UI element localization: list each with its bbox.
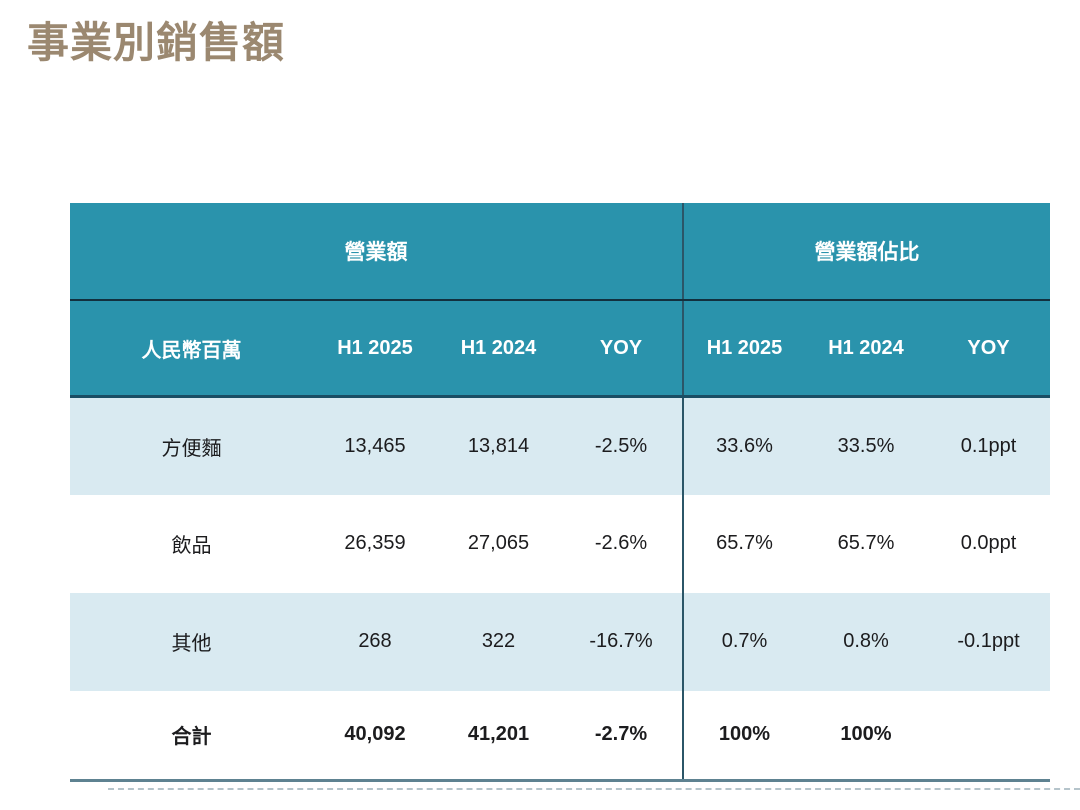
group-header-revenue-share: 營業額佔比 [681, 203, 1051, 301]
table-cell: 100% [682, 690, 805, 781]
table-cell: -2.6% [594, 532, 648, 554]
table-row-noodles: 方便麵 13,465 13,814 -2.5% 33.6% 33.5% 0.1p… [70, 396, 1051, 495]
column-header-unit: 人民幣百萬 [70, 300, 313, 398]
table-cell [927, 691, 1050, 781]
table-cell: 100% [840, 723, 892, 746]
table-cell: 0.0ppt [960, 532, 1017, 554]
group-header-revenue: 營業額 [70, 203, 683, 301]
table-cell: 41,201 [467, 723, 530, 746]
slide-bottom-dashed-edge [108, 788, 1080, 790]
table-cell: 33.5% [837, 434, 895, 457]
table-header: 營業額 營業額佔比 人民幣百萬 H1 2025 H1 2024 YOY H1 2… [70, 203, 1051, 398]
table-row-others: 其他 268 322 -16.7% 0.7% 0.8% -0.1ppt [70, 592, 1051, 691]
column-header-yoy: YOY [560, 300, 683, 398]
row-label: 方便麵 [161, 437, 222, 460]
table-cell: 0.1ppt [960, 434, 1017, 457]
table-cell: 27,065 [467, 532, 530, 554]
table-cell: 33.6% [682, 396, 805, 495]
table-cell: -16.7% [589, 630, 653, 652]
sales-table: 營業額 營業額佔比 人民幣百萬 H1 2025 H1 2024 YOY H1 2… [70, 203, 1051, 782]
group-header-row: 營業額 營業額佔比 [70, 203, 1051, 301]
column-header-share-h1-2025: H1 2025 [682, 300, 805, 398]
table-cell: 13,465 [344, 434, 406, 457]
table-cell: -2.5% [594, 434, 648, 457]
table-cell: 40,092 [344, 723, 406, 746]
row-label: 飲品 [171, 535, 212, 557]
column-header-row: 人民幣百萬 H1 2025 H1 2024 YOY H1 2025 H1 202… [70, 300, 1051, 398]
column-header-h1-2025: H1 2025 [313, 300, 437, 398]
table-cell: 322 [481, 630, 516, 652]
table-row-beverages: 飲品 26,359 27,065 -2.6% 65.7% 65.7% 0.0pp… [70, 494, 1051, 593]
table-cell: 268 [358, 630, 392, 652]
row-label: 其他 [171, 633, 212, 655]
table-body: 方便麵 13,465 13,814 -2.5% 33.6% 33.5% 0.1p… [70, 396, 1051, 781]
table-cell: 26,359 [344, 532, 406, 554]
column-header-share-yoy: YOY [927, 300, 1051, 398]
table-cell: 13,814 [467, 434, 530, 457]
table-cell: -0.1ppt [957, 630, 1020, 652]
table-row-total: 合計 40,092 41,201 -2.7% 100% 100% [70, 690, 1051, 781]
table-cell: 0.8% [843, 630, 889, 652]
page-title: 事業別銷售額 [27, 19, 286, 66]
column-header-share-h1-2024: H1 2024 [805, 300, 927, 398]
table-cell: -2.7% [594, 723, 648, 746]
row-label: 合計 [171, 726, 212, 749]
table-cell: 65.7% [837, 532, 895, 554]
table-cell: 65.7% [682, 494, 805, 593]
table-cell: 0.7% [682, 592, 805, 691]
column-header-h1-2024: H1 2024 [437, 300, 560, 398]
